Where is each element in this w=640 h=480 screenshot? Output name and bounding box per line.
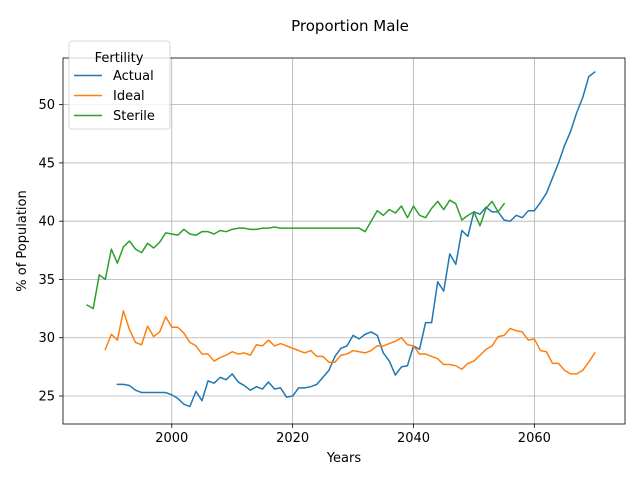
chart-title: Proportion Male — [291, 17, 409, 35]
legend-label-actual: Actual — [113, 69, 154, 84]
series-lines — [86, 70, 596, 408]
y-axis-label: % of Population — [15, 190, 30, 291]
y-tick-label: 40 — [38, 215, 55, 230]
x-tick-label: 2060 — [518, 431, 551, 446]
series-line-actual — [116, 70, 596, 408]
legend: Fertility Actual Ideal Sterile — [68, 40, 171, 130]
legend-label-sterile: Sterile — [113, 109, 155, 124]
axis-ticks: 2000 2020 2040 2060 25 30 35 40 45 50 — [38, 98, 550, 446]
y-tick-label: 30 — [38, 331, 55, 346]
x-tick-label: 2040 — [397, 431, 430, 446]
x-tick-label: 2020 — [276, 431, 309, 446]
y-tick-label: 50 — [38, 98, 55, 113]
x-tick-label: 2000 — [155, 431, 188, 446]
plot-frame — [62, 57, 626, 425]
y-tick-label: 35 — [38, 273, 55, 288]
y-tick-label: 45 — [38, 156, 55, 171]
y-tick-label: 25 — [38, 390, 55, 405]
grid — [63, 58, 625, 424]
series-line-sterile — [86, 199, 506, 310]
x-axis-label: Years — [326, 451, 362, 466]
legend-title: Fertility — [95, 51, 144, 66]
legend-box — [68, 40, 171, 130]
legend-label-ideal: Ideal — [113, 89, 145, 104]
series-line-ideal — [104, 310, 596, 375]
